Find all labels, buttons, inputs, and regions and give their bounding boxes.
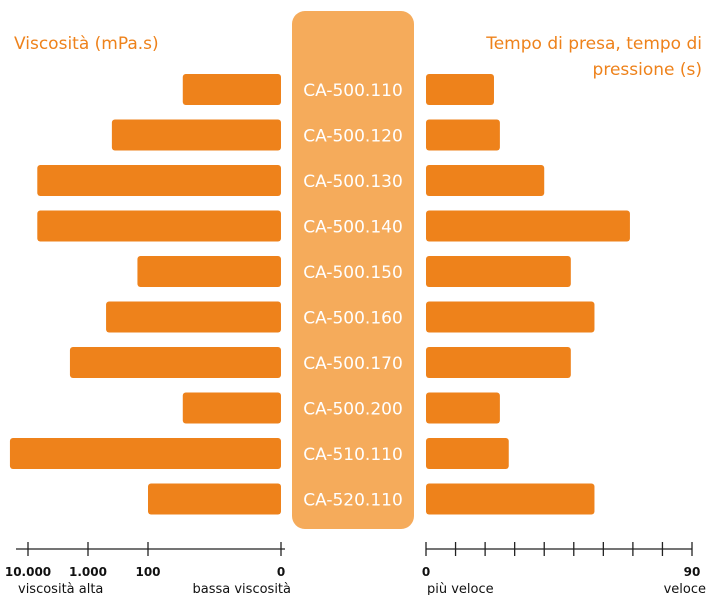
time-bar: [426, 210, 630, 242]
viscosity-bar: [182, 392, 281, 424]
viscosity-bar: [137, 256, 281, 287]
time-bar: [426, 438, 509, 469]
right-tick-label: 0: [422, 565, 430, 579]
time-bar: [426, 347, 571, 378]
category-label: CA-500.120: [303, 127, 403, 147]
time-bar: [426, 165, 545, 196]
category-label: CA-520.110: [303, 491, 403, 511]
viscosity-bar: [182, 74, 281, 105]
category-label: CA-510.110: [303, 445, 403, 465]
left-tick-label: 100: [135, 565, 160, 579]
time-bar: [426, 74, 494, 105]
viscosity-bar: [69, 347, 281, 378]
viscosity-bar: [111, 119, 281, 151]
viscosity-bar: [148, 483, 281, 515]
left-tick-label: 0: [277, 565, 285, 579]
left-end-label-low: bassa viscosità: [193, 582, 292, 595]
viscosity-bar: [37, 210, 282, 242]
category-label: CA-500.110: [303, 81, 403, 101]
right-end-label-high: veloce: [664, 582, 706, 595]
left-tick-label: 10.000: [5, 565, 51, 579]
time-bar: [426, 119, 500, 151]
category-label: CA-500.140: [303, 218, 403, 238]
left-tick-label: 1.000: [69, 565, 107, 579]
left-end-label-high: viscosità alta: [18, 582, 103, 595]
category-label: CA-500.170: [303, 354, 403, 374]
time-bar: [426, 483, 595, 515]
category-label: CA-500.130: [303, 172, 403, 192]
time-bar: [426, 256, 571, 287]
viscosity-bar: [9, 438, 281, 469]
category-label: CA-500.200: [303, 400, 403, 420]
viscosity-bar: [37, 165, 282, 196]
right-axis-title: Tempo di presa, tempo di pressione (s): [486, 34, 702, 80]
left-axis-title: Viscosità (mPa.s): [14, 34, 159, 54]
time-bar: [426, 392, 500, 424]
right-end-label-low: più veloce: [427, 582, 494, 595]
time-bar: [426, 301, 595, 333]
center-band: [292, 11, 414, 529]
category-label: CA-500.160: [303, 309, 403, 329]
viscosity-bar: [106, 301, 281, 333]
category-label: CA-500.150: [303, 263, 403, 283]
right-tick-label: 90: [684, 565, 701, 579]
